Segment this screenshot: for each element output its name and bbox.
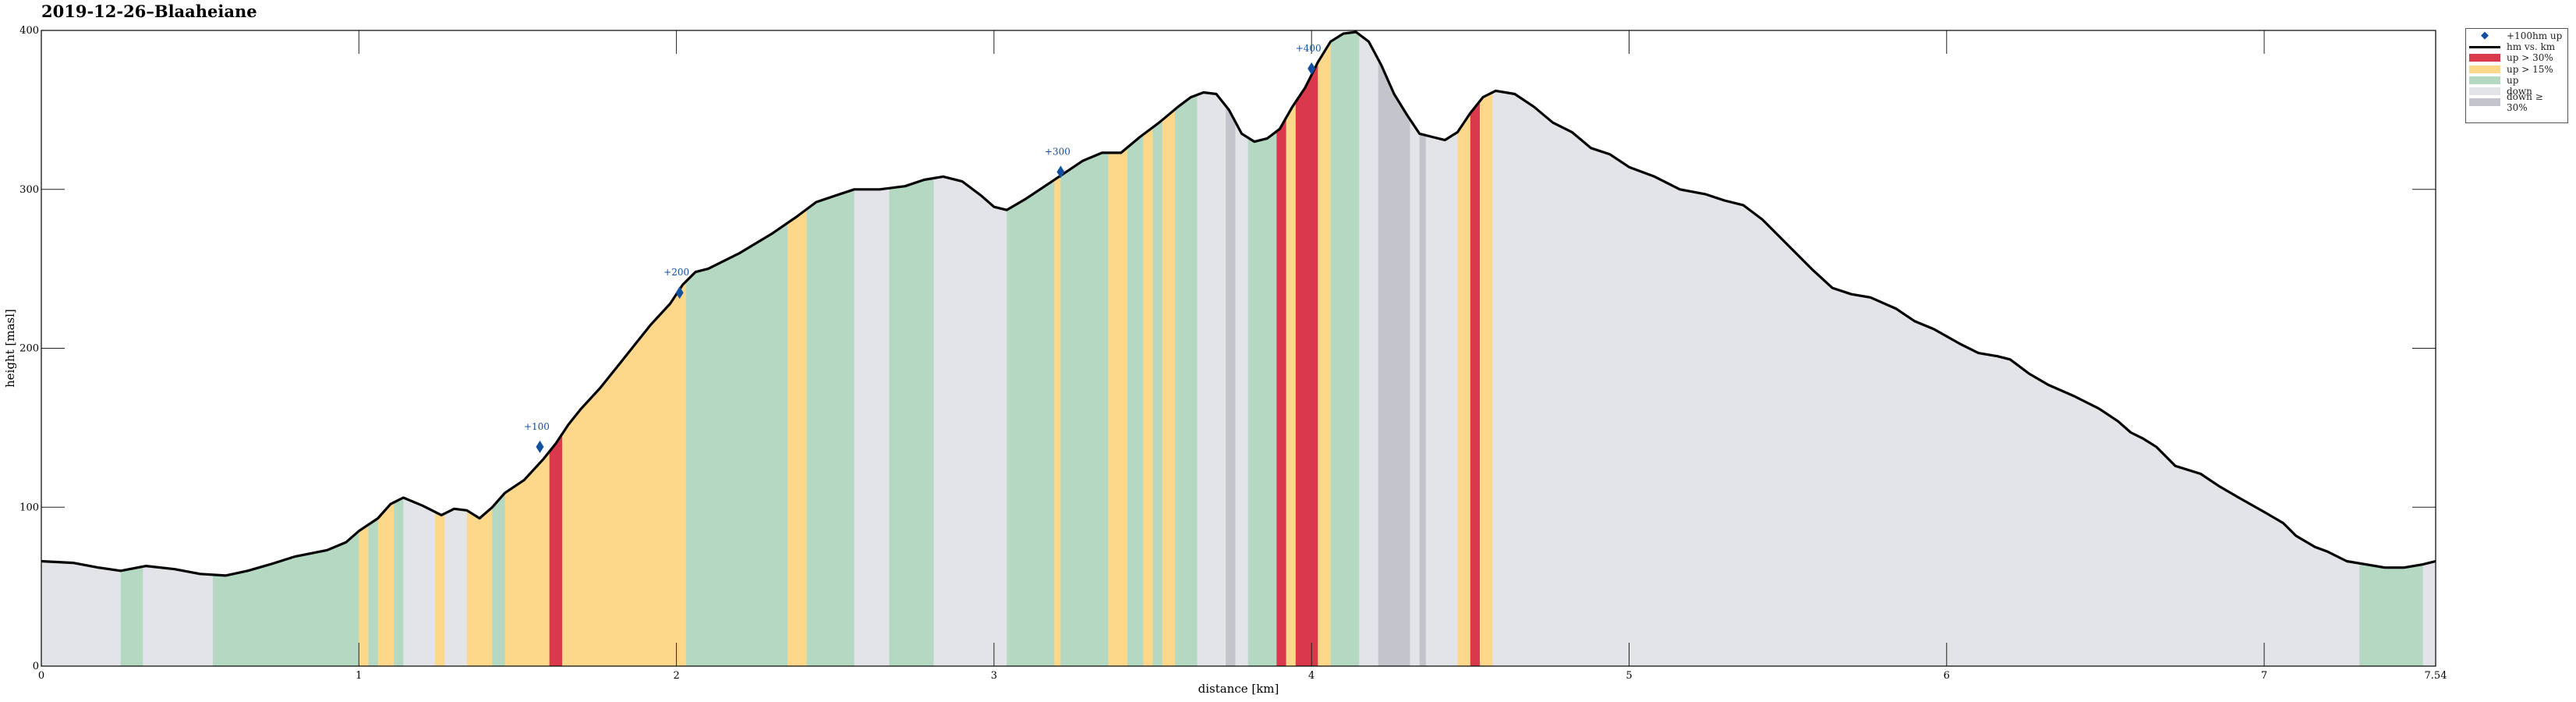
hm-marker-label: +400: [1296, 43, 1322, 54]
x-tick-label: 0: [38, 670, 44, 682]
hm-marker: [1307, 62, 1316, 75]
legend-label: down ≥ 30%: [2507, 91, 2543, 114]
area-above-profile: [41, 29, 2436, 576]
segment-up: [1127, 30, 1144, 666]
x-tick-label: 1: [356, 670, 362, 682]
hm-marker-label: +300: [1045, 146, 1070, 157]
segment-up: [1175, 30, 1198, 666]
segment-up-gt-15: [1480, 30, 1493, 666]
legend-label: down: [2507, 86, 2532, 98]
profile-mask: [41, 29, 2436, 576]
legend-item-line: hm vs. km: [2469, 41, 2564, 52]
y-axis-label: height [masl]: [3, 309, 17, 388]
segment-up-gt-15: [1286, 30, 1297, 666]
legend-color-swatch: [2469, 87, 2500, 96]
x-tick-label: 3: [991, 670, 997, 682]
elevation-markers: +100 +200 +300 +400: [524, 43, 1322, 453]
legend-color-swatch: [2469, 54, 2500, 62]
x-tick-label: 5: [1626, 670, 1632, 682]
axis-ticks: 0 1 2 3 4 5 6 7 7.54 0 100 200 300 400: [19, 25, 2447, 682]
legend-item-down-ge-30: down ≥ 30%: [2469, 91, 2564, 113]
segment-down-ge-30: [1226, 30, 1236, 666]
legend-label: up: [2507, 74, 2519, 86]
x-tick-label: 7: [2261, 670, 2267, 682]
y-tick-label: 300: [19, 184, 39, 196]
axes-frame: [41, 30, 2436, 667]
legend: ◆ +100hm up hm vs. km up > 30% up > 15% up dow…: [2465, 28, 2568, 123]
y-tick-label: 400: [19, 25, 39, 37]
segment-down: [1197, 30, 1226, 666]
hm-marker: [536, 440, 544, 453]
chart-title: 2019-12-26–Blaaheiane: [41, 2, 257, 21]
profile-line: [41, 30, 2436, 577]
legend-label: hm vs. km: [2507, 41, 2556, 53]
segment-down: [1359, 30, 1379, 666]
segment-up: [1152, 30, 1163, 666]
legend-marker-icon: ◆: [2481, 30, 2489, 42]
hm-marker: [675, 286, 684, 300]
x-tick-label: 4: [1308, 670, 1315, 682]
hm-marker: [1056, 165, 1065, 179]
legend-item-up-gt-15: up > 15%: [2469, 64, 2564, 75]
x-tick-label: 2: [673, 670, 679, 682]
segment-up-gt-15: [1143, 30, 1153, 666]
segment-down-ge-30: [1378, 30, 1410, 666]
x-tick-label: 7.54: [2425, 670, 2447, 682]
segment-up-gt-15: [1318, 30, 1331, 666]
segment-up-gt-30: [1470, 30, 1481, 666]
legend-color-swatch: [2469, 76, 2500, 84]
x-tick-label: 6: [1944, 670, 1950, 682]
segment-up-gt-30: [1295, 30, 1318, 666]
legend-color-swatch: [2469, 65, 2500, 73]
segment-up-gt-15: [1054, 30, 1061, 666]
segment-down: [1410, 30, 1420, 666]
segment-down-ge-30: [1419, 30, 1427, 666]
y-tick-label: 200: [19, 343, 39, 355]
hm-marker-label: +100: [524, 421, 550, 432]
legend-item-marker: ◆ +100hm up: [2469, 30, 2564, 41]
segment-down: [1235, 30, 1249, 666]
legend-item-up-gt-30: up > 30%: [2469, 52, 2564, 63]
legend-label: up > 15%: [2507, 63, 2553, 75]
y-tick-label: 100: [19, 502, 39, 513]
legend-color-swatch: [2469, 98, 2500, 107]
y-tick-label: 0: [33, 661, 39, 672]
segment-up-gt-30: [1276, 30, 1286, 666]
segment-up: [1330, 30, 1360, 666]
legend-item-down: down: [2469, 86, 2564, 97]
x-axis-label: distance [km]: [1198, 682, 1279, 696]
legend-item-up: up: [2469, 75, 2564, 86]
segment-up-gt-15: [1457, 30, 1471, 666]
segment-up-gt-15: [1162, 30, 1176, 666]
hm-marker-label: +200: [663, 267, 689, 278]
legend-label: up > 30%: [2507, 52, 2553, 64]
legend-line-swatch: [2469, 45, 2500, 48]
legend-label: +100hm up: [2507, 30, 2563, 42]
